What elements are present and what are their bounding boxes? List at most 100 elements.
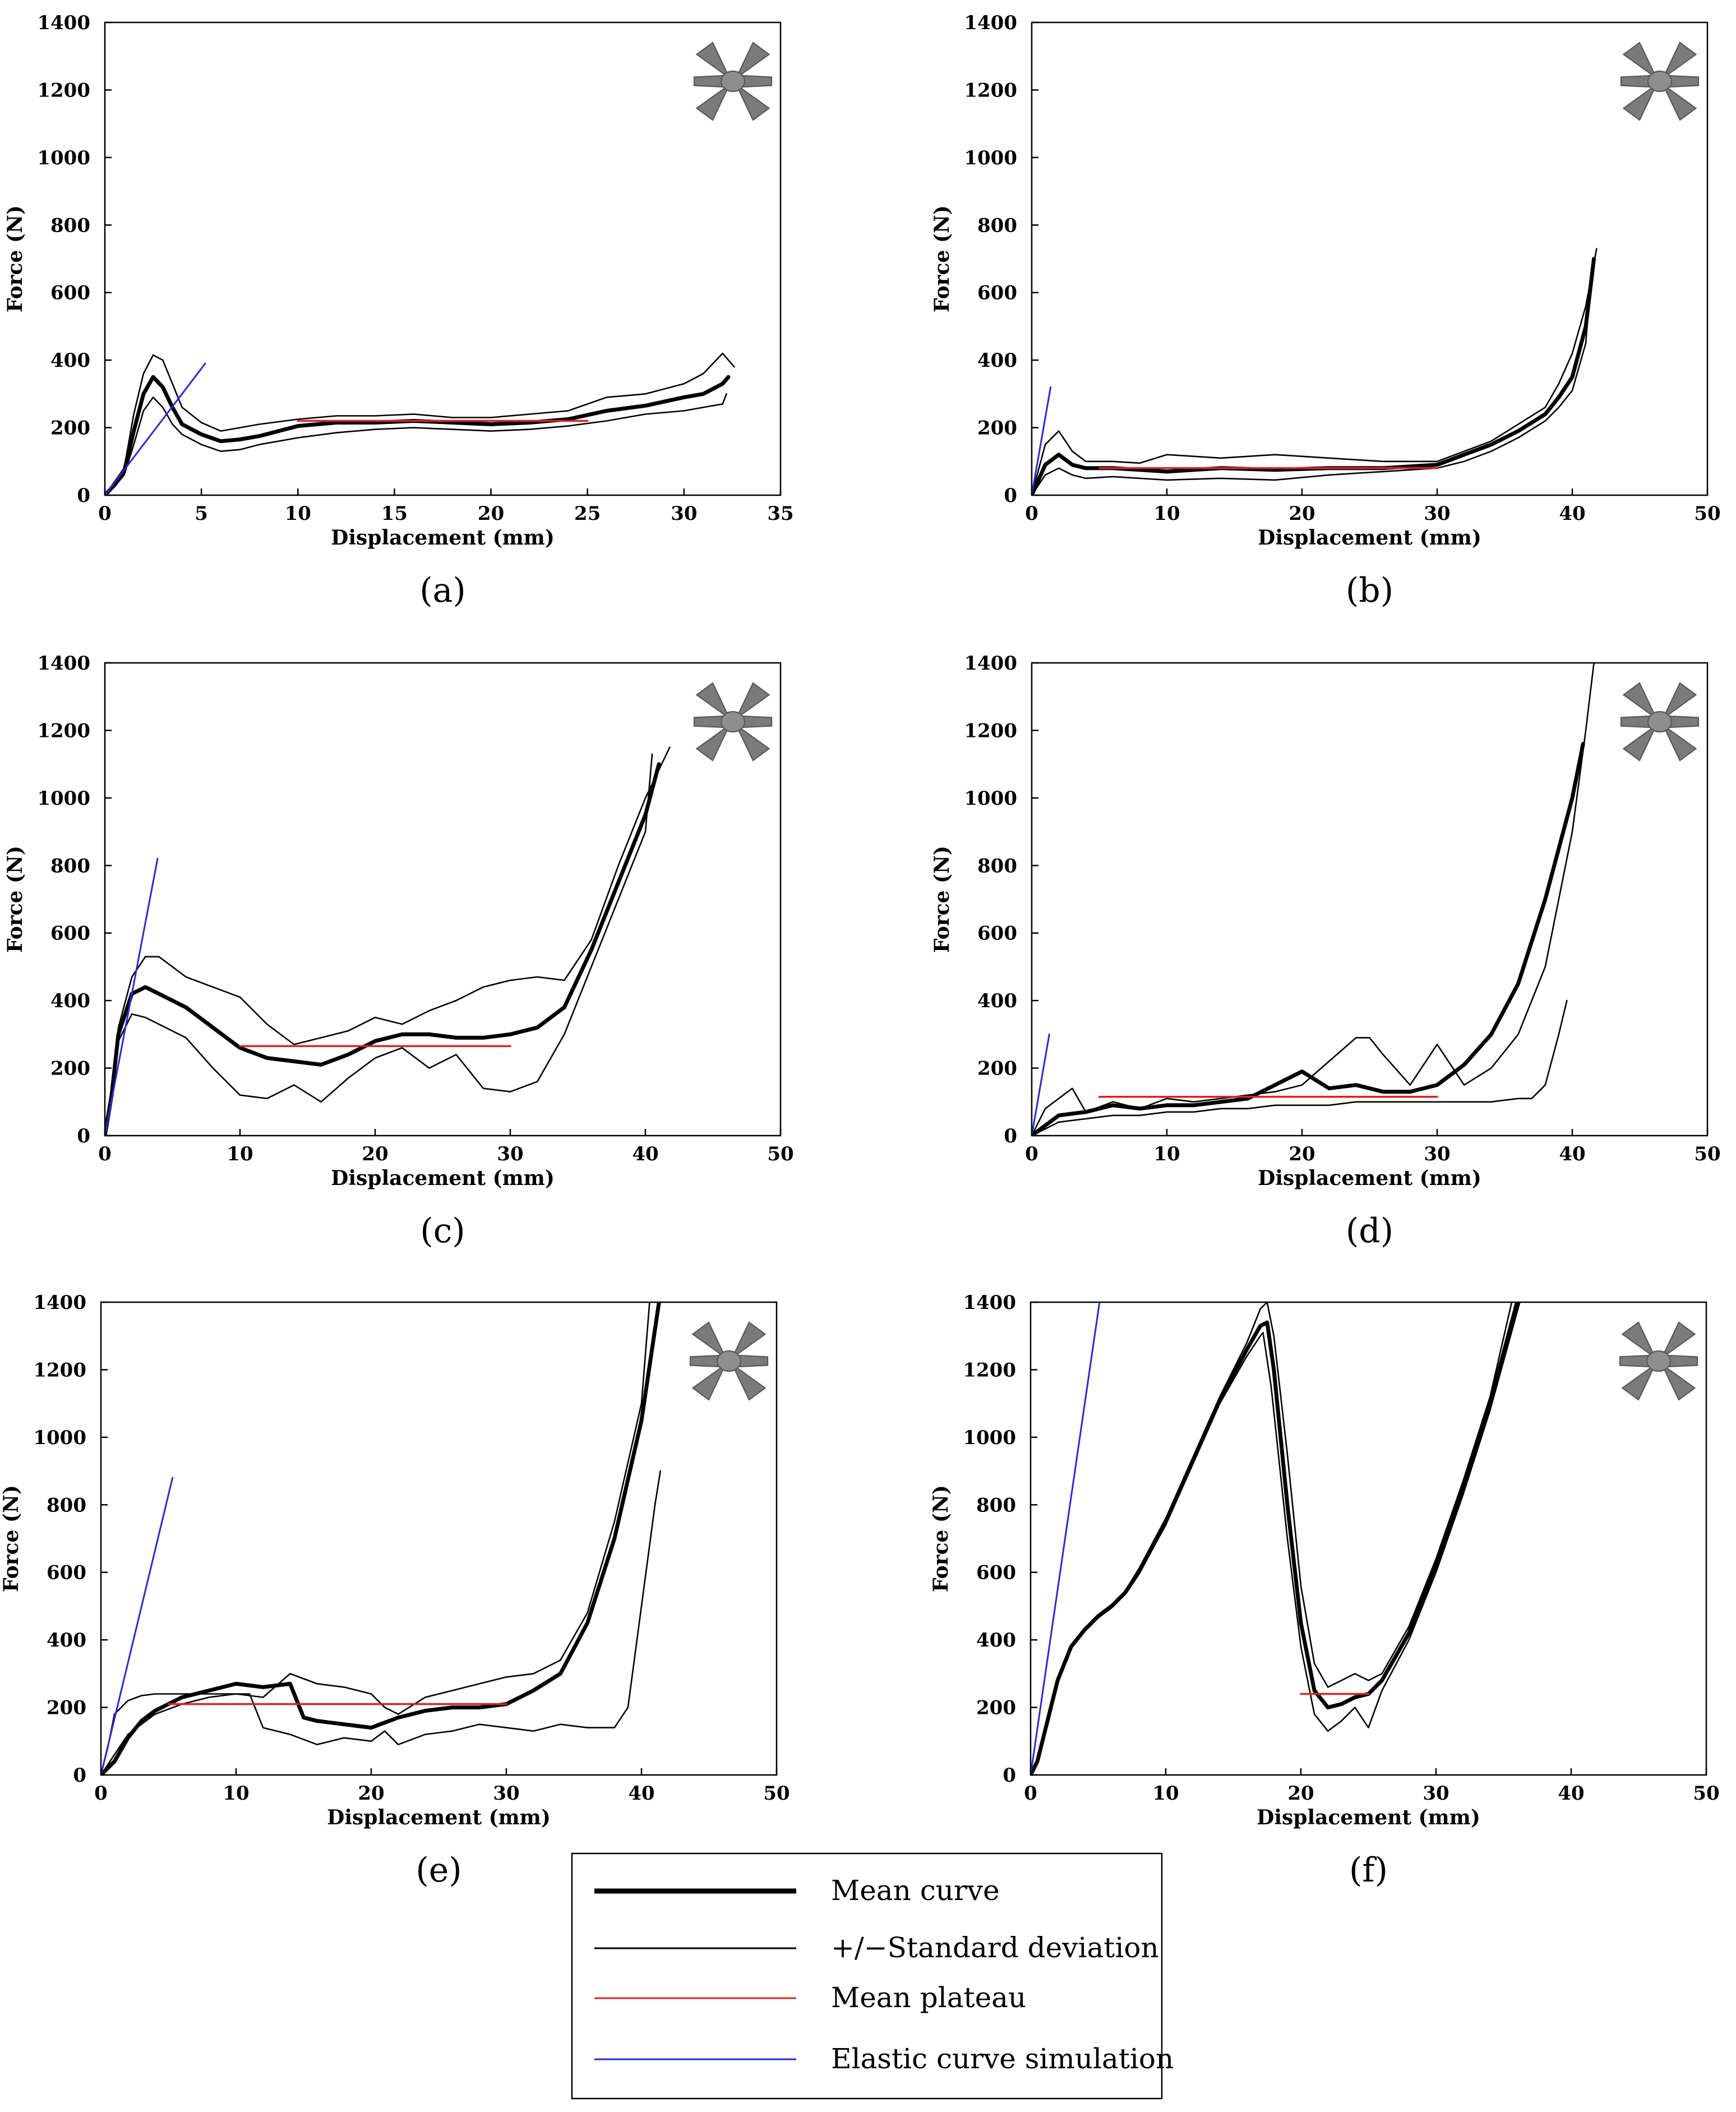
y-tick-label: 1000 <box>33 1427 86 1449</box>
y-tick-label: 1000 <box>964 147 1017 169</box>
y-tick-label: 200 <box>50 417 90 440</box>
y-tick-label: 800 <box>50 855 90 877</box>
y-tick-label: 1400 <box>33 1292 86 1314</box>
y-tick-label: 400 <box>47 1629 86 1652</box>
plot-frame <box>1031 21 1709 496</box>
series-elastic-5 <box>1031 1302 1101 1775</box>
x-axis-label: Displacement (mm) <box>331 1166 555 1190</box>
y-tick-label: 1200 <box>964 79 1017 102</box>
x-tick-label: 40 <box>1558 1782 1584 1805</box>
y-tick-label: 400 <box>976 1629 1016 1652</box>
y-axis-label: Force (N) <box>929 1485 953 1592</box>
chart-panel-3: 0 10 20 30 40 50 0 200 400 600 800 1000 1200 1400 Disp… <box>930 652 1721 1251</box>
x-axis-label: Displacement (mm) <box>1257 1806 1480 1829</box>
series-elastic-4 <box>101 1477 174 1775</box>
series-sd-upper-4 <box>101 1302 650 1775</box>
series-mean-1 <box>1032 257 1596 495</box>
panel-caption: (d) <box>1346 1211 1393 1251</box>
y-tick-label: 1200 <box>37 79 90 102</box>
x-tick-label: 0 <box>94 1782 108 1805</box>
plot-frame <box>100 1301 778 1776</box>
panel-caption: (f) <box>1349 1851 1388 1890</box>
chart-panel-2: 0 10 20 30 40 50 0 200 400 600 800 1000 1200 1400 Disp… <box>3 652 794 1251</box>
y-axis-label: Force (N) <box>930 846 954 953</box>
x-tick-label: 20 <box>1289 502 1315 525</box>
y-tick-label: 1400 <box>37 652 90 675</box>
y-tick-label: 1200 <box>37 720 90 742</box>
series-mean-0 <box>105 375 731 495</box>
panel-caption: (b) <box>1346 571 1393 610</box>
series-mean-5 <box>1031 1302 1520 1775</box>
x-tick-label: 40 <box>628 1782 654 1805</box>
y-tick-label: 800 <box>50 214 90 237</box>
lattice-cell-icon <box>1620 41 1700 121</box>
chart-panel-0: 0 5 10 15 20 25 30 35 0 200 400 600 800 1000 1200 1400 D… <box>3 12 794 610</box>
chart-panel-1: 0 10 20 30 40 50 0 200 400 600 800 1000 1200 1400 Disp… <box>930 12 1721 610</box>
plot-frame <box>104 662 782 1137</box>
x-axis-label: Displacement (mm) <box>1258 526 1481 550</box>
y-axis-label: Force (N) <box>0 1485 23 1592</box>
series-mean-3 <box>1032 742 1585 1136</box>
series-elastic-1 <box>1032 386 1052 495</box>
x-tick-label: 10 <box>1152 1782 1179 1805</box>
series-elastic-2 <box>105 857 159 1136</box>
x-tick-label: 30 <box>1424 1143 1450 1165</box>
x-tick-label: 20 <box>362 1143 388 1165</box>
panel-caption: (a) <box>419 571 466 610</box>
x-tick-label: 20 <box>1287 1782 1314 1805</box>
y-axis-label: Force (N) <box>930 205 954 312</box>
x-tick-label: 10 <box>1153 1143 1180 1165</box>
chart-panel-4: 0 10 20 30 40 50 0 200 400 600 800 1000 1200 1400 Disp… <box>0 1292 790 1890</box>
y-tick-label: 1400 <box>963 1292 1016 1314</box>
x-tick-label: 20 <box>1289 1143 1315 1165</box>
y-tick-label: 0 <box>1004 485 1017 507</box>
series-sd-upper-0 <box>105 352 735 495</box>
x-tick-label: 0 <box>98 502 112 525</box>
legend-label-plateau: Mean plateau <box>831 1981 1026 2014</box>
y-tick-label: 0 <box>77 1125 90 1147</box>
y-tick-label: 600 <box>50 282 90 305</box>
y-tick-label: 600 <box>977 923 1017 945</box>
x-tick-label: 10 <box>1153 502 1180 525</box>
series-sd-lower-4 <box>101 1470 661 1775</box>
lattice-cell-icon <box>1620 682 1700 762</box>
y-axis-label: Force (N) <box>3 205 27 312</box>
x-tick-label: 5 <box>195 502 208 525</box>
lattice-cell-icon <box>693 682 773 762</box>
x-tick-label: 0 <box>1024 1782 1037 1805</box>
y-tick-label: 600 <box>977 282 1017 305</box>
x-axis-label: Displacement (mm) <box>1258 1166 1481 1190</box>
y-tick-label: 800 <box>977 214 1017 237</box>
y-tick-label: 1400 <box>964 652 1017 675</box>
series-sd-lower-1 <box>1032 275 1592 495</box>
y-tick-label: 600 <box>47 1562 86 1584</box>
y-tick-label: 800 <box>977 855 1017 877</box>
series-sd-upper-3 <box>1032 663 1595 1136</box>
lattice-cell-icon <box>689 1321 769 1401</box>
series-sd-lower-0 <box>105 393 727 495</box>
y-tick-label: 1400 <box>37 12 90 34</box>
y-tick-label: 800 <box>976 1494 1016 1516</box>
x-tick-label: 50 <box>763 1782 789 1805</box>
x-tick-label: 20 <box>478 502 504 525</box>
lattice-cell-icon <box>693 41 773 121</box>
y-tick-label: 200 <box>976 1697 1016 1719</box>
y-tick-label: 600 <box>50 923 90 945</box>
y-tick-label: 1000 <box>37 147 90 169</box>
plot-frame <box>104 21 782 496</box>
x-tick-label: 30 <box>671 502 697 525</box>
lattice-cell-icon <box>1619 1321 1698 1401</box>
x-tick-label: 40 <box>1559 1143 1585 1165</box>
y-tick-label: 400 <box>50 349 90 372</box>
plot-frame <box>1031 662 1709 1137</box>
y-tick-label: 200 <box>47 1697 86 1719</box>
legend-box <box>571 1852 1163 2100</box>
y-tick-label: 0 <box>73 1764 86 1787</box>
series-sd-lower-2 <box>105 753 653 1136</box>
y-tick-label: 1000 <box>964 787 1017 810</box>
x-tick-label: 50 <box>1694 1143 1720 1165</box>
panel-caption: (e) <box>415 1851 461 1890</box>
plot-frame <box>1029 1301 1707 1776</box>
y-tick-label: 600 <box>976 1562 1016 1584</box>
